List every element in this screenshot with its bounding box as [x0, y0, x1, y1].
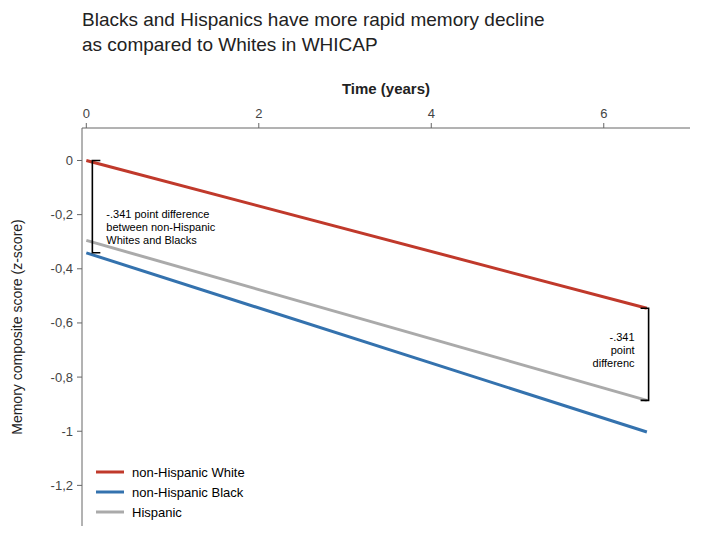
x-axis-label: Time (years) [342, 80, 430, 97]
text-line: between non-Hispanic [106, 221, 215, 233]
x-axis-line [82, 128, 690, 129]
plot-area [86, 160, 648, 432]
y-tick-label: -1 [61, 424, 73, 439]
title-line: as compared to Whites in WHICAP [82, 34, 378, 55]
y-tick [77, 160, 82, 161]
y-tick-label: -0,2 [51, 207, 73, 222]
x-tick-label: 6 [600, 106, 607, 121]
x-tick [86, 123, 87, 128]
series-line [86, 253, 647, 432]
text-line: -.341 [610, 331, 635, 343]
y-tick [77, 322, 82, 323]
text-line: point [611, 344, 635, 356]
y-axis-label: Memory composite score (z-score) [9, 219, 25, 435]
y-tick-label: -0,8 [51, 370, 73, 385]
x-tick-label: 2 [255, 106, 262, 121]
title-line: Blacks and Hispanics have more rapid mem… [82, 9, 545, 30]
annotation-bracket [641, 308, 649, 400]
legend-label: non-Hispanic Black [132, 485, 244, 500]
legend-label: Hispanic [132, 505, 182, 520]
text-line: differenc [593, 357, 635, 369]
y-tick [77, 377, 82, 378]
x-tick-label: 4 [428, 106, 435, 121]
legend-swatch [96, 471, 124, 474]
chart: Blacks and Hispanics have more rapid mem… [0, 0, 720, 540]
annotation: -.341pointdifferenc [593, 331, 635, 369]
y-tick-label: -1,2 [51, 478, 73, 493]
y-axis-line [82, 128, 83, 526]
text-line: Whites and Blacks [106, 234, 197, 246]
y-tick-label: -0,4 [51, 261, 73, 276]
title: Blacks and Hispanics have more rapid mem… [82, 9, 545, 55]
x-tick [258, 123, 259, 128]
annotation-bracket [92, 160, 100, 252]
x-tick [431, 123, 432, 128]
y-tick-label: 0 [66, 153, 73, 168]
x-tick-label: 0 [83, 106, 90, 121]
legend-swatch [96, 511, 124, 514]
y-tick [77, 485, 82, 486]
legend-swatch [96, 491, 124, 494]
text-line: -.341 point difference [106, 208, 209, 220]
legend: non-Hispanic White non-Hispanic Black Hisp… [96, 465, 245, 520]
y-tick [77, 214, 82, 215]
annotation: -.341 point differencebetween non-Hispan… [106, 208, 215, 246]
x-tick [603, 123, 604, 128]
series-line [86, 160, 647, 308]
legend-label: non-Hispanic White [132, 465, 245, 480]
y-tick [77, 431, 82, 432]
y-tick [77, 268, 82, 269]
y-tick-label: -0,6 [51, 315, 73, 330]
series-line [86, 240, 647, 400]
